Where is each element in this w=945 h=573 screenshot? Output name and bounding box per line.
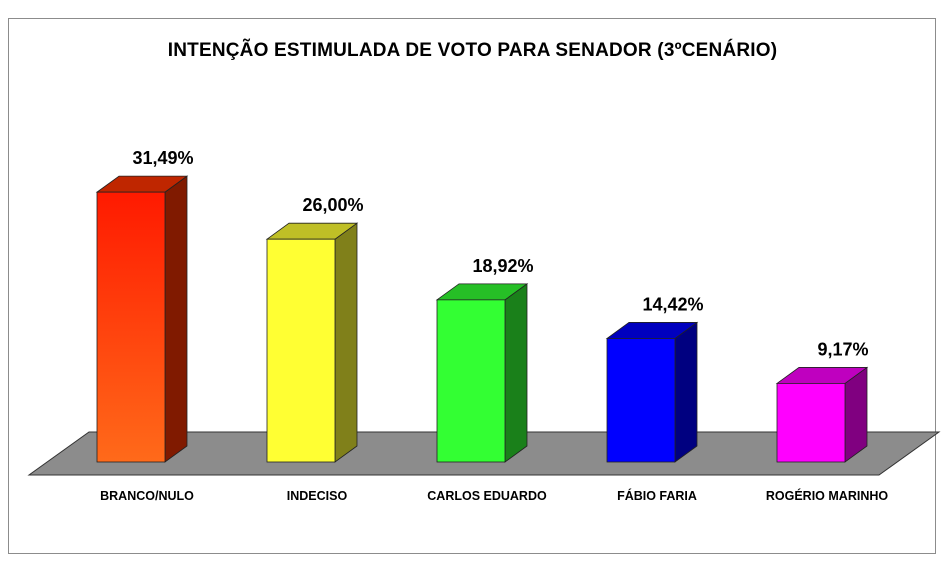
bar-2 xyxy=(265,222,359,463)
value-label-4: 14,42% xyxy=(642,294,703,314)
bar-front-4 xyxy=(606,338,676,463)
bar-side-3 xyxy=(504,283,528,463)
bar-side-1 xyxy=(164,175,188,463)
category-label-3: CARLOS EDUARDO xyxy=(427,489,547,503)
category-label-1: BRANCO/NULO xyxy=(100,489,194,503)
category-label-4: FÁBIO FARIA xyxy=(617,488,697,503)
bar-4 xyxy=(605,321,699,463)
value-label-1: 31,49% xyxy=(132,148,193,168)
bar-3 xyxy=(435,283,529,463)
bars-layer xyxy=(95,175,869,463)
bar-front-2 xyxy=(266,238,336,463)
bar-side-4 xyxy=(674,321,698,463)
bar-side-2 xyxy=(334,222,358,463)
labels-layer: 31,49% BRANCO/NULO 26,00% INDECISO 18,92% CAR… xyxy=(100,148,888,503)
bar-side-5 xyxy=(844,366,868,463)
value-label-2: 26,00% xyxy=(302,195,363,215)
value-label-3: 18,92% xyxy=(472,256,533,276)
category-label-2: INDECISO xyxy=(287,489,348,503)
bar-front-1 xyxy=(96,191,166,463)
category-label-5: ROGÉRIO MARINHO xyxy=(766,488,889,503)
value-label-5: 9,17% xyxy=(817,339,868,359)
bar-1 xyxy=(95,175,189,463)
chart-title: INTENÇÃO ESTIMULADA DE VOTO PARA SENADOR… xyxy=(167,40,778,61)
bar-5 xyxy=(775,366,869,463)
bar-front-5 xyxy=(776,383,846,463)
bar-front-3 xyxy=(436,299,506,463)
